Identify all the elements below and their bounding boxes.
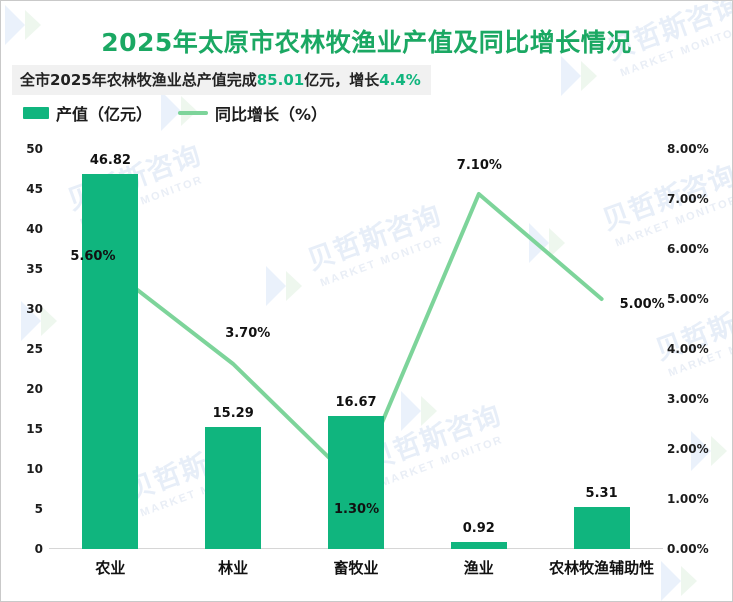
growth-value-label: 7.10%	[456, 158, 502, 173]
y-axis-left-tick: 0	[34, 542, 43, 556]
y-axis-right-tick: 5.00%	[667, 292, 709, 306]
plot-area: 46.82 15.29 16.67 0.92 5.31 5.60% 3.70% 1.30% 7.…	[49, 149, 665, 549]
growth-value-label: 3.70%	[225, 326, 271, 341]
bar-农业[interactable]	[82, 174, 139, 549]
growth-value-label: 5.60%	[70, 249, 116, 264]
legend-item-line[interactable]: 同比增长（%）	[178, 101, 327, 125]
y-axis-left-tick: 15	[26, 422, 43, 436]
legend-label-line: 同比增长（%）	[215, 105, 328, 124]
bar-value-label: 15.29	[212, 405, 254, 421]
x-axis-label-渔业: 渔业	[463, 559, 494, 577]
x-axis-label-林业: 林业	[218, 559, 249, 577]
y-axis-left-tick: 25	[26, 342, 43, 356]
subtitle-prefix: 全市2025年农林牧渔业总产值完成	[20, 71, 257, 89]
x-axis-label-畜牧业: 畜牧业	[333, 559, 379, 577]
y-axis-left-tick: 40	[26, 222, 43, 236]
x-axis-labels: 农业 林业 畜牧业 渔业 农林牧渔辅助性	[49, 557, 663, 587]
bar-value-label: 0.92	[462, 520, 495, 536]
y-axis-left: 0 5 10 15 20 25 30 35 40 45 50	[1, 142, 43, 556]
y-axis-left-tick: 10	[26, 462, 43, 476]
y-axis-left-tick: 5	[34, 502, 43, 516]
subtitle-total-value: 85.01	[256, 71, 305, 89]
y-axis-left-tick: 30	[26, 302, 43, 316]
legend-label-bar: 产值（亿元）	[56, 105, 153, 124]
bar-value-label: 46.82	[89, 153, 131, 169]
chart-title: 2025年太原市农林牧渔业产值及同比增长情况	[101, 28, 632, 57]
x-axis-label-农林牧渔辅助性: 农林牧渔辅助性	[549, 559, 655, 577]
y-axis-right-tick: 0.00%	[667, 542, 709, 556]
y-axis-right-tick: 6.00%	[667, 242, 709, 256]
bar-value-label: 16.67	[335, 394, 377, 410]
y-axis-right-tick: 8.00%	[667, 142, 709, 156]
bar-畜牧业[interactable]	[328, 415, 384, 549]
legend-item-bar[interactable]: 产值（亿元）	[23, 101, 152, 125]
growth-value-label: 1.30%	[334, 502, 380, 517]
chart-subtitle: 全市2025年农林牧渔业总产值完成85.01亿元，增长4.4%	[12, 65, 431, 95]
x-axis-label-农业: 农业	[95, 559, 126, 577]
bar-农林牧渔辅助性[interactable]	[573, 506, 630, 549]
y-axis-right-tick: 7.00%	[667, 192, 709, 206]
y-axis-left-tick: 20	[26, 382, 43, 396]
bar-value-label: 5.31	[585, 485, 618, 501]
y-axis-right-tick: 1.00%	[667, 492, 709, 506]
y-axis-left-tick: 45	[26, 182, 43, 196]
y-axis-left-tick: 50	[26, 142, 43, 156]
watermark-logo-icon	[661, 561, 717, 601]
y-axis-right: 0.00% 1.00% 2.00% 3.00% 4.00% 5.00% 6.00% 7.00%…	[665, 142, 731, 556]
y-axis-right-tick: 3.00%	[667, 392, 709, 406]
y-axis-right-tick: 4.00%	[667, 342, 709, 356]
growth-value-label: 5.00%	[619, 297, 665, 312]
y-axis-right-tick: 2.00%	[667, 442, 709, 456]
subtitle-growth-value: 4.4%	[379, 71, 421, 89]
bar-林业[interactable]	[205, 426, 262, 549]
legend-swatch-icon	[23, 107, 49, 119]
legend-line-icon	[178, 111, 209, 115]
watermark-logo-icon	[561, 56, 617, 96]
chart-legend: 产值（亿元） 同比增长（%）	[23, 101, 327, 125]
bar-渔业[interactable]	[450, 541, 507, 549]
subtitle-middle: 亿元，增长	[304, 71, 380, 89]
y-axis-left-tick: 35	[26, 262, 43, 276]
